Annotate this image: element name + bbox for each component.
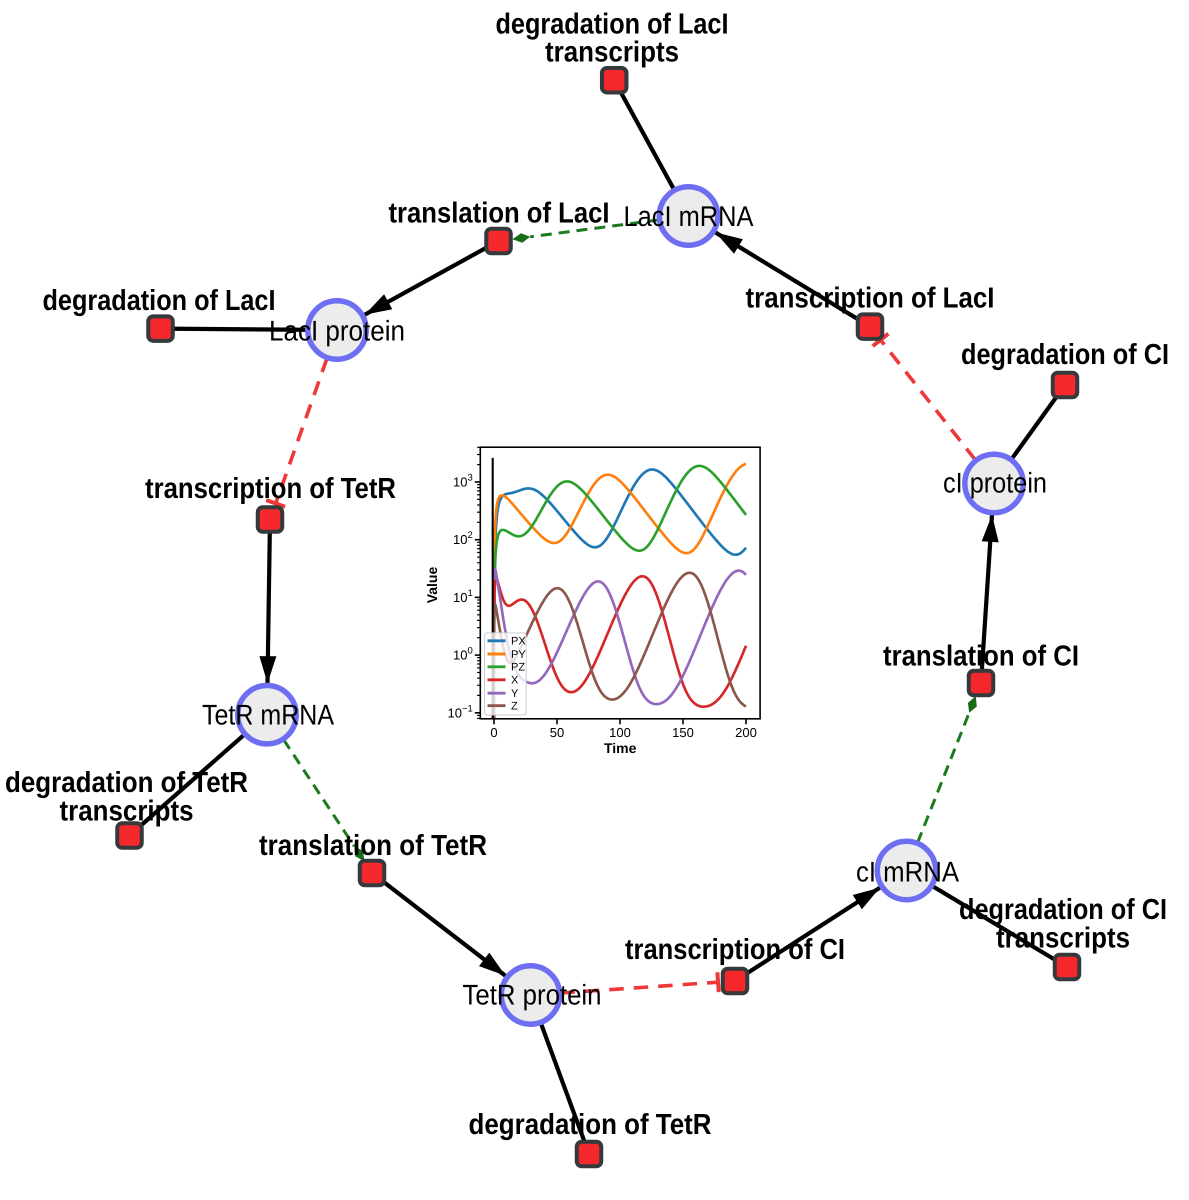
svg-text:Y: Y xyxy=(511,688,519,700)
svg-text:cI protein: cI protein xyxy=(943,468,1047,500)
svg-text:degradation of LacI: degradation of LacI xyxy=(43,285,276,317)
svg-text:Time: Time xyxy=(604,740,637,756)
svg-text:PX: PX xyxy=(511,636,526,648)
svg-text:LacI mRNA: LacI mRNA xyxy=(624,201,754,233)
svg-text:degradation of TetR: degradation of TetR xyxy=(469,1109,712,1141)
svg-text:translation of CI: translation of CI xyxy=(883,641,1079,673)
svg-text:PY: PY xyxy=(511,649,526,661)
svg-text:200: 200 xyxy=(735,725,757,740)
svg-text:transcripts: transcripts xyxy=(545,37,679,69)
svg-text:10−1: 10−1 xyxy=(447,703,472,720)
svg-text:Value: Value xyxy=(424,567,440,604)
svg-text:0: 0 xyxy=(490,725,497,740)
svg-text:transcripts: transcripts xyxy=(996,923,1130,955)
svg-text:translation of LacI: translation of LacI xyxy=(389,198,610,230)
svg-text:101: 101 xyxy=(453,588,473,605)
svg-text:cI mRNA: cI mRNA xyxy=(856,857,959,889)
svg-text:transcription of LacI: transcription of LacI xyxy=(746,283,995,315)
svg-text:102: 102 xyxy=(453,530,473,547)
svg-text:PZ: PZ xyxy=(511,662,525,674)
svg-text:transcription of TetR: transcription of TetR xyxy=(145,473,396,505)
svg-text:X: X xyxy=(511,675,519,687)
svg-text:transcription of CI: transcription of CI xyxy=(625,934,845,966)
svg-text:TetR mRNA: TetR mRNA xyxy=(202,700,334,732)
svg-text:TetR protein: TetR protein xyxy=(463,980,602,1012)
svg-text:100: 100 xyxy=(453,646,473,663)
svg-text:103: 103 xyxy=(453,473,473,490)
svg-text:degradation of LacI: degradation of LacI xyxy=(496,8,729,40)
svg-text:LacI protein: LacI protein xyxy=(269,316,405,348)
svg-text:100: 100 xyxy=(609,725,631,740)
svg-text:transcripts: transcripts xyxy=(60,796,194,828)
svg-text:Z: Z xyxy=(511,701,518,713)
svg-text:degradation of TetR: degradation of TetR xyxy=(5,767,248,799)
svg-text:150: 150 xyxy=(672,725,694,740)
svg-text:translation of TetR: translation of TetR xyxy=(259,830,487,862)
svg-text:degradation of CI: degradation of CI xyxy=(959,894,1167,926)
svg-text:degradation of CI: degradation of CI xyxy=(961,339,1169,371)
svg-text:50: 50 xyxy=(550,725,564,740)
